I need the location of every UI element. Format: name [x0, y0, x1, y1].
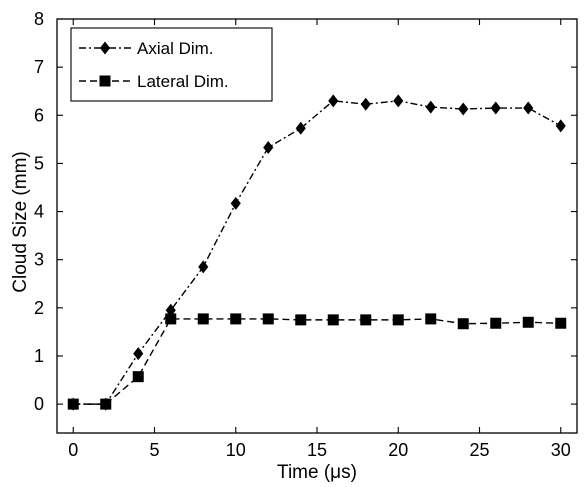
data-point [425, 100, 436, 114]
y-tick-label: 2 [34, 298, 44, 318]
data-point [360, 314, 372, 326]
data-point [458, 102, 469, 116]
data-point [295, 121, 306, 135]
data-point [132, 371, 144, 383]
data-point [555, 119, 566, 133]
data-point [523, 101, 534, 115]
y-tick-label: 3 [34, 250, 44, 270]
data-point [230, 313, 242, 325]
data-point [230, 196, 241, 210]
x-tick-label: 25 [469, 440, 489, 460]
x-tick-label: 15 [307, 440, 327, 460]
data-point [392, 314, 404, 326]
data-point [555, 317, 567, 329]
ticks: 0 5 10 15 20 25 30 0 1 2 3 4 5 6 7 8 [34, 9, 577, 460]
legend-marker [99, 41, 111, 55]
x-tick-label: 20 [388, 440, 408, 460]
data-point [67, 398, 79, 410]
y-tick-label: 7 [34, 57, 44, 77]
data-point [263, 141, 274, 155]
data-point [360, 97, 371, 111]
y-tick-label: 1 [34, 346, 44, 366]
y-tick-label: 5 [34, 153, 44, 173]
legend-entry: Axial Dim. [79, 39, 214, 58]
series-line [73, 100, 562, 405]
data-point [328, 94, 339, 108]
x-axis-label: Time (μs) [277, 462, 357, 483]
legend-marker [99, 75, 111, 87]
y-tick-label: 4 [34, 202, 44, 222]
data-point [133, 347, 144, 361]
data-point [197, 313, 209, 325]
data-point [490, 317, 502, 329]
data-point [490, 101, 501, 115]
legend-entry: Lateral Dim. [79, 72, 229, 91]
data-point [457, 318, 469, 330]
series-axial [68, 94, 566, 411]
y-tick-label: 8 [34, 9, 44, 29]
data-point [165, 313, 177, 325]
y-tick-label: 6 [34, 105, 44, 125]
data-point [327, 314, 339, 326]
series-lateral [67, 313, 567, 410]
series [67, 94, 567, 411]
x-tick-label: 10 [226, 440, 246, 460]
series-line [73, 318, 561, 405]
data-point [425, 313, 437, 325]
x-tick-label: 30 [551, 440, 571, 460]
legend-box [70, 27, 273, 102]
data-point [522, 316, 534, 328]
data-point [100, 398, 112, 410]
y-axis-label: Cloud Size (mm) [10, 151, 31, 292]
data-point [393, 94, 404, 108]
x-tick-label: 0 [68, 440, 78, 460]
legend-label: Lateral Dim. [137, 72, 229, 91]
data-point [295, 314, 307, 326]
legend-label: Axial Dim. [137, 39, 214, 58]
data-point [262, 313, 274, 325]
y-tick-label: 0 [34, 394, 44, 414]
data-point [198, 260, 209, 274]
legend: Axial Dim. Lateral Dim. [70, 27, 273, 102]
x-tick-label: 5 [149, 440, 159, 460]
